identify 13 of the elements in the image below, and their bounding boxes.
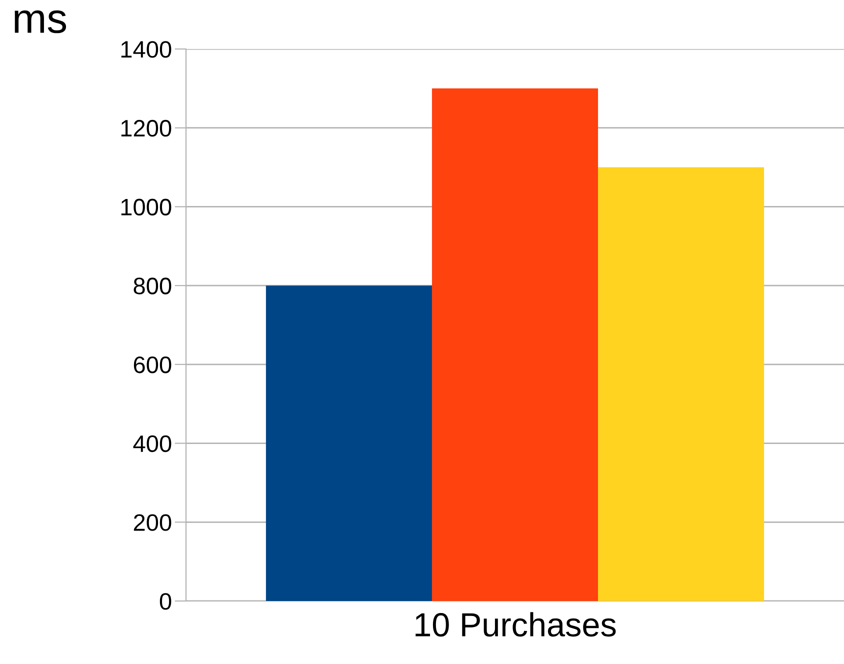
y-axis-title: ms bbox=[14, 10, 66, 34]
y-tick-label: 1200 bbox=[121, 120, 172, 137]
y-tick-label: 0 bbox=[160, 593, 172, 610]
bar bbox=[432, 88, 598, 601]
y-tick-label: 400 bbox=[133, 435, 172, 452]
bar bbox=[266, 286, 432, 601]
y-tick-label: 800 bbox=[134, 278, 172, 294]
bar bbox=[598, 167, 764, 601]
y-tick-label: 1000 bbox=[121, 198, 172, 216]
y-tick-label: 600 bbox=[134, 356, 172, 374]
y-tick-label: 1400 bbox=[121, 41, 172, 58]
x-tick-label: 10 Purchases bbox=[416, 612, 616, 637]
y-tick-label: 200 bbox=[134, 514, 172, 531]
